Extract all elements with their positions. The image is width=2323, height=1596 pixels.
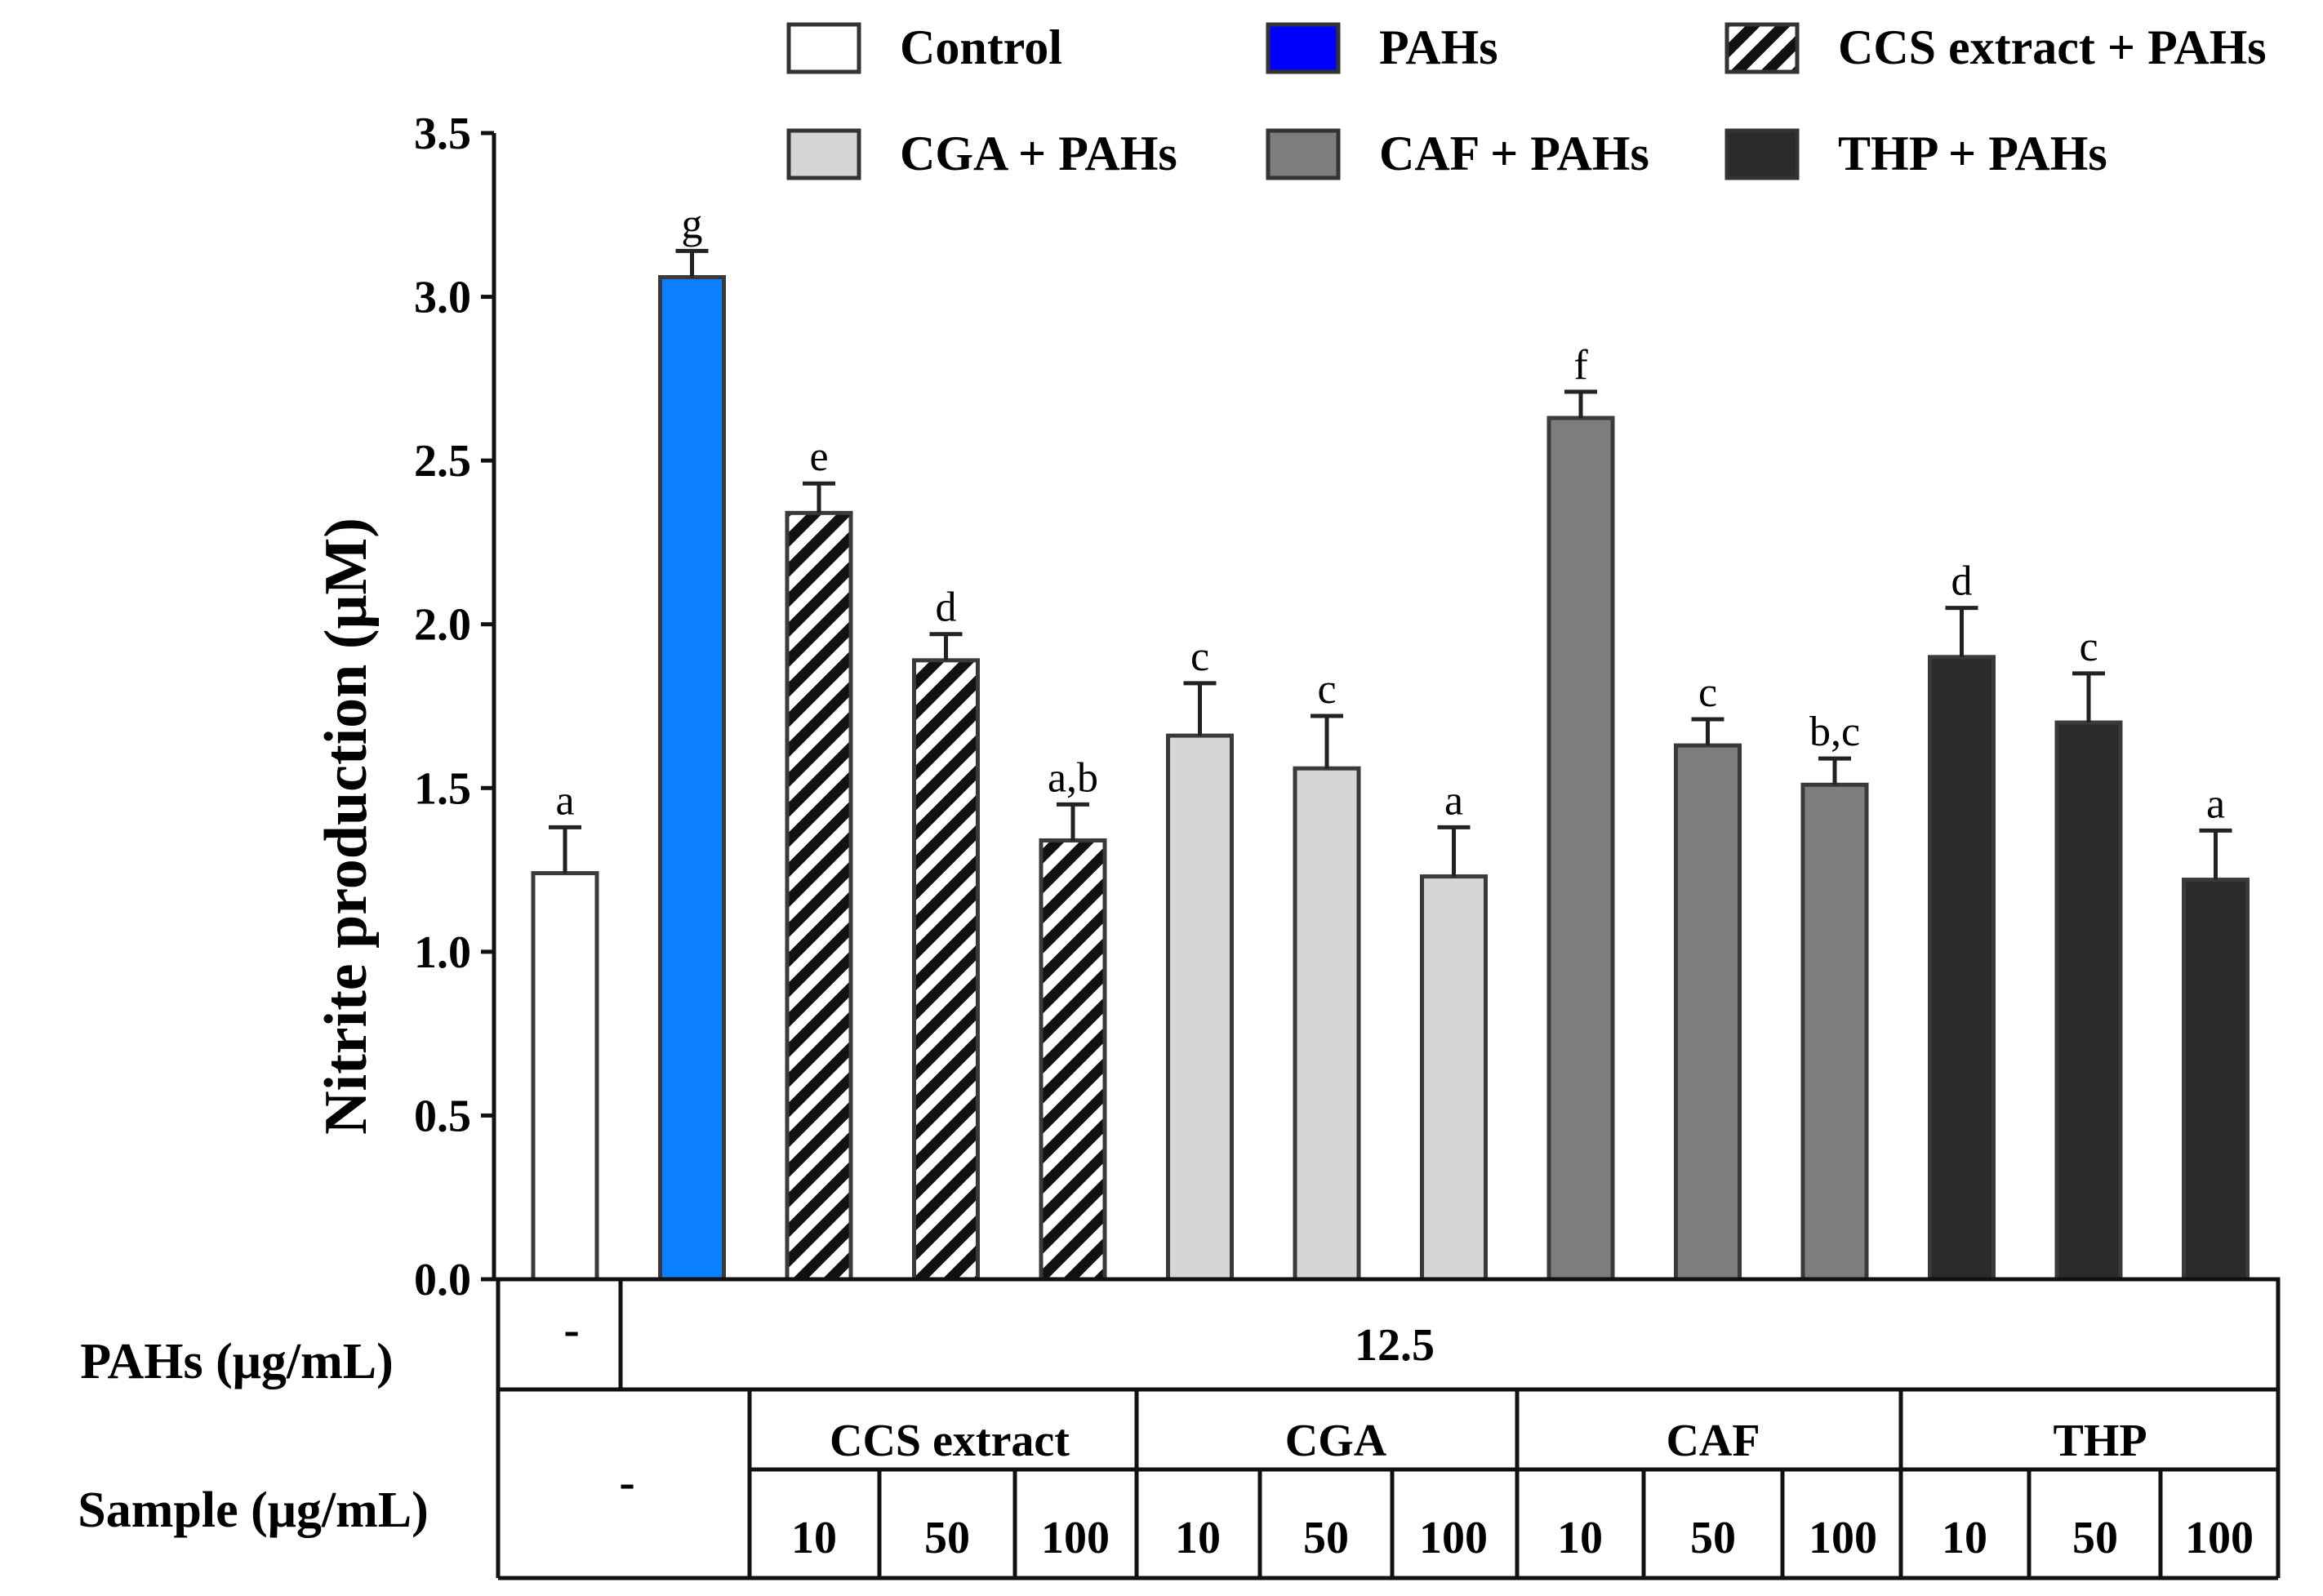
legend-swatch — [1266, 128, 1341, 180]
pahs-row-label: PAHs (μg/mL) — [80, 1334, 394, 1389]
legend-label: PAHs — [1379, 20, 1498, 74]
bar — [785, 510, 853, 1282]
bar — [2182, 878, 2250, 1282]
sample-group-thp: THP — [2053, 1416, 2147, 1466]
legend-swatch — [786, 22, 861, 74]
bar — [1420, 874, 1488, 1282]
concentration-label: 100 — [1041, 1513, 1110, 1563]
legend-label: Control — [900, 20, 1062, 74]
bar — [1546, 416, 1615, 1282]
bar — [1039, 838, 1107, 1282]
legend-swatch — [786, 128, 861, 180]
concentration-label: 50 — [2072, 1513, 2118, 1563]
sample-group-caf: CAF — [1666, 1416, 1760, 1466]
y-tick-label: 0.0 — [414, 1255, 471, 1305]
legend-swatch — [1724, 22, 1800, 74]
bar — [658, 275, 726, 1282]
pahs-none-value: - — [563, 1303, 579, 1356]
y-tick-label: 3.5 — [414, 109, 471, 159]
legend-label: CGA + PAHs — [900, 127, 1177, 180]
legend-label: CAF + PAHs — [1379, 127, 1649, 180]
bar — [1166, 733, 1234, 1282]
y-tick-label: 2.0 — [414, 600, 471, 651]
y-tick-label: 1.0 — [414, 927, 471, 978]
concentration-label: 10 — [791, 1513, 837, 1563]
legend-label: CCS extract + PAHs — [1838, 20, 2267, 74]
significance-letter: c — [1190, 634, 1209, 680]
treatment-table — [496, 1277, 2281, 1580]
y-tick-label: 1.5 — [414, 763, 471, 814]
significance-letter: c — [1317, 666, 1336, 713]
concentration-label: 10 — [1175, 1513, 1221, 1563]
concentration-label: 100 — [2185, 1513, 2254, 1563]
significance-letter: d — [936, 585, 957, 631]
significance-letter: d — [1951, 558, 1973, 605]
concentration-label: 50 — [924, 1513, 970, 1563]
bar — [2054, 720, 2123, 1282]
y-axis-ticks: 0.0 0.5 1.0 1.5 2.0 2.5 3.0 3.5 — [414, 109, 494, 1305]
sample-group-cga: CGA — [1285, 1416, 1387, 1466]
legend-swatch — [1724, 128, 1800, 180]
legend-label: THP + PAHs — [1838, 127, 2107, 180]
significance-letter: c — [1698, 669, 1717, 716]
concentration-label: 100 — [1809, 1513, 1877, 1563]
bar — [1800, 782, 1869, 1282]
legend: Control PAHs CCS extract + PAHs CGA + PAHs C… — [786, 20, 2267, 180]
y-tick-label: 0.5 — [414, 1091, 471, 1141]
bar-series: a g e d a,b c c a f c b,c d c a — [531, 201, 2250, 1282]
significance-letter: b,c — [1809, 709, 1860, 755]
concentration-label: 100 — [1419, 1513, 1488, 1563]
bar — [1293, 766, 1361, 1282]
significance-letter: g — [682, 201, 703, 247]
concentration-labels: 10 50 100 10 50 100 10 50 100 10 50 100 — [791, 1513, 2254, 1563]
y-axis-title: Nitrite production (μM) — [313, 518, 380, 1135]
significance-letter: a — [555, 777, 574, 824]
sample-none-value: - — [619, 1456, 634, 1509]
bar — [1928, 655, 1996, 1282]
legend-swatch — [1266, 22, 1341, 74]
bar — [912, 658, 980, 1282]
bar — [531, 871, 599, 1282]
pahs-dose-value: 12.5 — [1355, 1320, 1435, 1371]
bar — [1674, 743, 1742, 1282]
significance-letter: f — [1573, 342, 1588, 389]
y-tick-label: 3.0 — [414, 273, 471, 323]
significance-letter: e — [809, 433, 828, 480]
concentration-label: 10 — [1942, 1513, 1987, 1563]
significance-letter: a — [2206, 780, 2225, 827]
concentration-label: 50 — [1690, 1513, 1736, 1563]
y-tick-label: 2.5 — [414, 436, 471, 487]
concentration-label: 10 — [1557, 1513, 1603, 1563]
significance-letter: a — [1444, 777, 1463, 824]
concentration-label: 50 — [1303, 1513, 1349, 1563]
sample-group-ccs: CCS extract — [830, 1416, 1070, 1466]
sample-row-label: Sample (μg/mL) — [78, 1483, 429, 1538]
significance-letter: a,b — [1048, 754, 1098, 801]
significance-letter: c — [2079, 624, 2098, 670]
